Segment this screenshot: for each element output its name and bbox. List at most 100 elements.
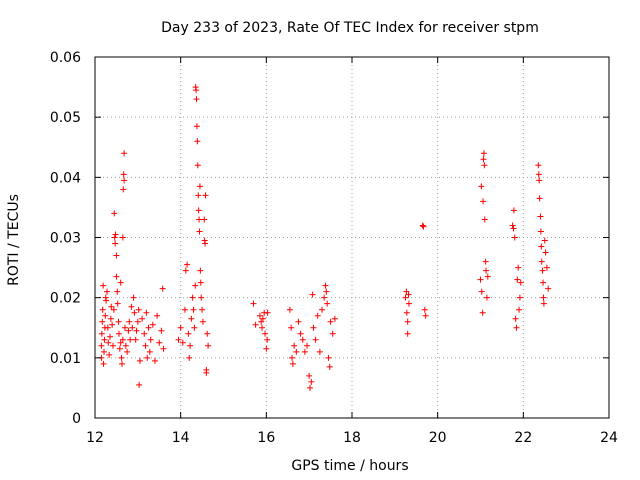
data-point — [289, 354, 296, 361]
data-point — [405, 300, 412, 307]
data-point — [149, 321, 156, 328]
data-point — [131, 309, 138, 316]
data-point — [256, 312, 263, 319]
data-point — [483, 294, 490, 301]
data-point — [484, 273, 491, 280]
data-point — [510, 225, 517, 232]
data-point — [98, 330, 105, 337]
data-point — [404, 318, 411, 325]
y-tick-label: 0 — [72, 411, 81, 427]
data-point — [514, 276, 521, 283]
data-point — [142, 342, 149, 349]
data-point — [198, 294, 205, 301]
data-point — [111, 210, 118, 217]
data-point — [118, 360, 125, 367]
data-point — [540, 300, 547, 307]
data-point — [117, 339, 124, 346]
data-point — [158, 327, 165, 334]
data-point — [99, 318, 106, 325]
data-point — [535, 171, 542, 178]
data-point — [185, 330, 192, 337]
data-point — [329, 330, 336, 337]
data-point — [191, 324, 198, 331]
data-point — [100, 282, 107, 289]
data-point — [404, 330, 411, 337]
data-point — [540, 279, 547, 286]
data-point — [537, 213, 544, 220]
x-tick-label: 22 — [514, 430, 532, 446]
data-point — [125, 327, 132, 334]
data-point — [134, 318, 141, 325]
data-point — [119, 234, 126, 241]
data-point — [510, 207, 517, 214]
data-point — [113, 252, 120, 259]
data-point — [323, 288, 330, 295]
data-point — [511, 234, 518, 241]
data-point — [403, 288, 410, 295]
data-point — [103, 297, 110, 304]
data-point — [516, 294, 523, 301]
data-point — [479, 309, 486, 316]
data-point — [129, 324, 136, 331]
data-point — [327, 318, 334, 325]
data-point — [324, 300, 331, 307]
data-point — [291, 342, 298, 349]
data-point — [325, 354, 332, 361]
data-point — [181, 306, 188, 313]
data-point — [480, 156, 487, 163]
data-point — [543, 264, 550, 271]
data-point — [112, 231, 119, 238]
data-point — [202, 240, 209, 247]
data-point — [124, 348, 131, 355]
data-point — [202, 192, 209, 199]
data-point — [517, 279, 524, 286]
data-point — [136, 381, 143, 388]
data-point — [203, 366, 210, 373]
data-point — [304, 342, 311, 349]
data-point — [179, 339, 186, 346]
data-point — [186, 354, 193, 361]
data-point — [197, 279, 204, 286]
data-point — [322, 282, 329, 289]
data-point — [307, 384, 314, 391]
data-point — [128, 303, 135, 310]
data-point — [295, 318, 302, 325]
data-point — [177, 324, 184, 331]
data-point — [316, 348, 323, 355]
data-points — [98, 84, 552, 391]
data-point — [326, 363, 333, 370]
x-axis-label: GPS time / hours — [291, 458, 408, 474]
data-point — [542, 249, 549, 256]
data-point — [122, 342, 129, 349]
data-point — [194, 138, 201, 145]
data-point — [402, 294, 409, 301]
data-point — [106, 333, 113, 340]
data-point — [483, 267, 490, 274]
grid-lines — [95, 57, 609, 418]
data-point — [481, 162, 488, 169]
data-point — [288, 324, 295, 331]
data-point — [119, 336, 126, 343]
data-point — [512, 315, 519, 322]
data-point — [480, 150, 487, 157]
data-point — [422, 312, 429, 319]
data-point — [539, 267, 546, 274]
data-point — [478, 288, 485, 295]
data-point — [513, 324, 520, 331]
data-point — [545, 285, 552, 292]
data-point — [121, 150, 128, 157]
data-point — [293, 348, 300, 355]
data-point — [259, 315, 266, 322]
x-tick-label: 24 — [600, 430, 618, 446]
y-axis-tick-labels: 0 0.01 0.02 0.03 0.04 0.05 0.06 — [50, 50, 81, 427]
data-point — [289, 360, 296, 367]
data-point — [312, 336, 319, 343]
data-point — [310, 324, 317, 331]
data-point — [100, 348, 107, 355]
data-point — [420, 223, 427, 230]
data-point — [133, 327, 140, 334]
data-point — [139, 315, 146, 322]
data-point — [106, 351, 113, 358]
data-point — [127, 336, 134, 343]
y-axis-label: ROTI / TECUs — [6, 194, 22, 286]
